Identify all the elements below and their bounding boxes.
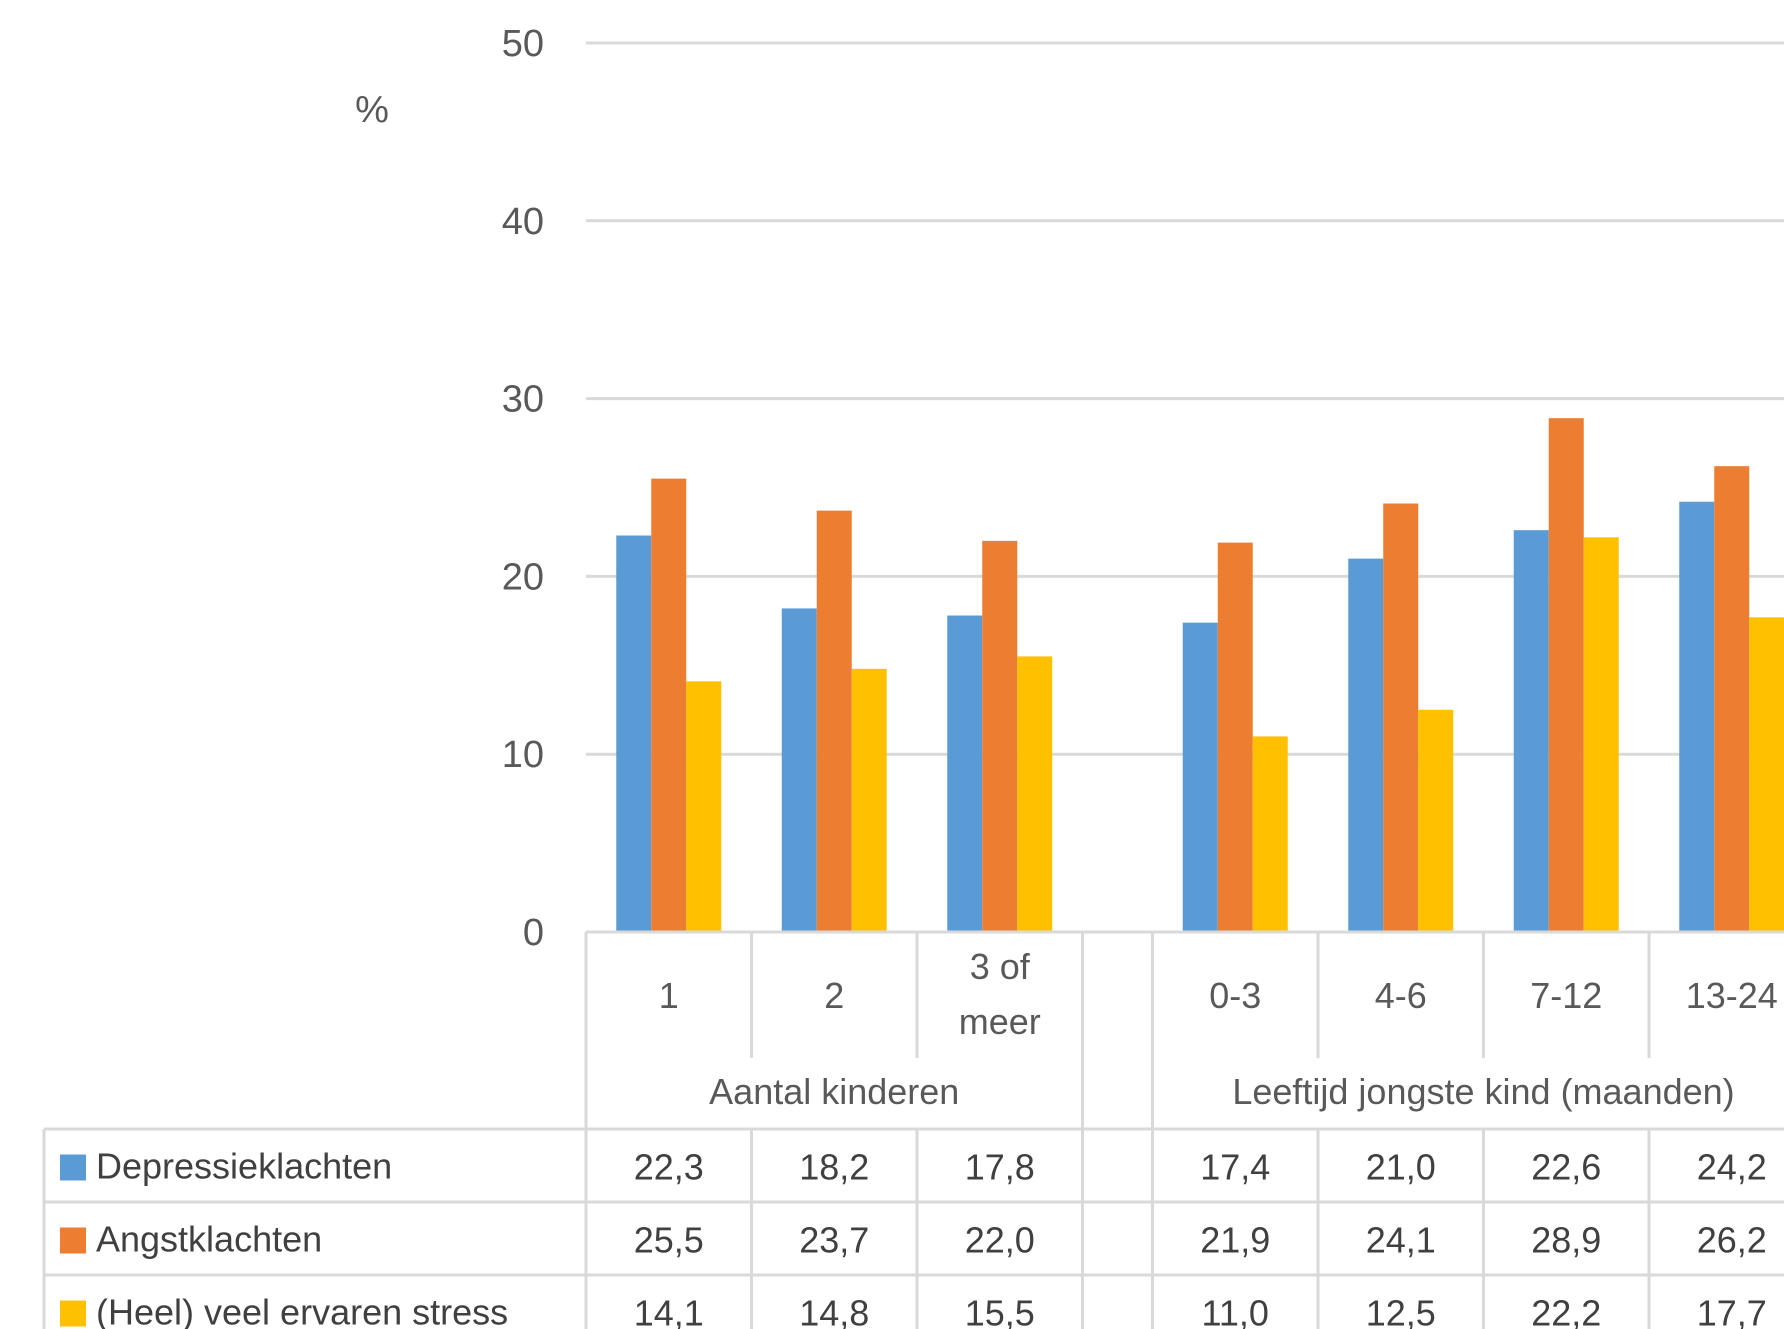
data-label: 23,7 bbox=[799, 1220, 869, 1261]
bar-2-2 bbox=[816, 510, 852, 932]
bar-1-3 bbox=[947, 615, 983, 932]
y-tick-label: 0 bbox=[523, 912, 544, 954]
bar-1-2 bbox=[781, 608, 817, 932]
bar-1-7 bbox=[1679, 501, 1715, 932]
bar-3-7 bbox=[1749, 617, 1784, 932]
x-group-label: Leeftijd jongste kind (maanden) bbox=[1232, 1071, 1734, 1112]
data-label: 18,2 bbox=[799, 1147, 869, 1188]
data-label: 22,2 bbox=[1531, 1293, 1601, 1329]
y-tick-label: 50 bbox=[502, 23, 544, 65]
y-tick-label: 10 bbox=[502, 734, 544, 776]
bar-3-5 bbox=[1418, 709, 1454, 932]
data-label: 14,1 bbox=[634, 1293, 704, 1329]
bar-2-6 bbox=[1548, 418, 1584, 933]
bar-2-7 bbox=[1714, 466, 1750, 932]
legend-label-1: Depressieklachten bbox=[96, 1146, 392, 1187]
bar-2-5 bbox=[1383, 503, 1419, 932]
data-label: 22,3 bbox=[634, 1147, 704, 1188]
data-label: 28,9 bbox=[1531, 1220, 1601, 1261]
y-tick-label: 20 bbox=[502, 556, 544, 598]
data-label: 11,0 bbox=[1202, 1293, 1269, 1329]
data-label: 15,5 bbox=[965, 1293, 1035, 1329]
bar-2-1 bbox=[651, 478, 687, 932]
data-label: 17,7 bbox=[1697, 1293, 1767, 1329]
legend-swatch-2 bbox=[60, 1227, 86, 1254]
data-label: 21,9 bbox=[1200, 1220, 1270, 1261]
y-unit-label: % bbox=[355, 89, 389, 131]
x-tick-label: 2 bbox=[824, 975, 844, 1016]
legend-swatch-3 bbox=[60, 1300, 86, 1327]
bar-1-6 bbox=[1513, 530, 1549, 932]
data-label: 24,2 bbox=[1697, 1147, 1767, 1188]
bar-3-6 bbox=[1583, 537, 1619, 932]
bar-1-4 bbox=[1182, 622, 1218, 932]
data-label: 17,4 bbox=[1200, 1147, 1270, 1188]
y-tick-label: 40 bbox=[502, 201, 544, 243]
bar-2-3 bbox=[982, 540, 1018, 932]
data-label: 14,8 bbox=[799, 1293, 869, 1329]
x-tick-label: 7-12 bbox=[1530, 975, 1602, 1016]
data-label: 26,2 bbox=[1697, 1220, 1767, 1261]
bar-1-5 bbox=[1348, 558, 1384, 932]
bar-3-4 bbox=[1252, 736, 1288, 932]
data-label: 12,5 bbox=[1366, 1293, 1436, 1329]
x-tick-label: 13-24 bbox=[1686, 975, 1778, 1016]
data-label: 22,6 bbox=[1531, 1147, 1601, 1188]
x-tick-label: 1 bbox=[659, 975, 679, 1016]
data-label: 25,5 bbox=[634, 1220, 704, 1261]
data-label: 17,8 bbox=[965, 1147, 1035, 1188]
legend-label-2: Angstklachten bbox=[96, 1219, 322, 1260]
legend-swatch-1 bbox=[60, 1154, 86, 1181]
x-tick-label: 0-3 bbox=[1209, 975, 1261, 1016]
x-group-label: Aantal kinderen bbox=[709, 1071, 959, 1112]
y-tick-label: 30 bbox=[502, 379, 544, 421]
bar-3-1 bbox=[686, 681, 722, 932]
bar-3-2 bbox=[851, 668, 887, 932]
bar-2-4 bbox=[1217, 542, 1253, 932]
bar-3-3 bbox=[1017, 656, 1053, 932]
data-label: 22,0 bbox=[965, 1220, 1035, 1261]
data-label: 24,1 bbox=[1366, 1220, 1436, 1261]
bar-1-1 bbox=[616, 535, 652, 932]
legend-label-3: (Heel) veel ervaren stress bbox=[96, 1292, 508, 1329]
x-tick-label: 3 of meer bbox=[959, 946, 1041, 1042]
data-label: 21,0 bbox=[1366, 1147, 1436, 1188]
x-tick-label: 4-6 bbox=[1375, 975, 1427, 1016]
